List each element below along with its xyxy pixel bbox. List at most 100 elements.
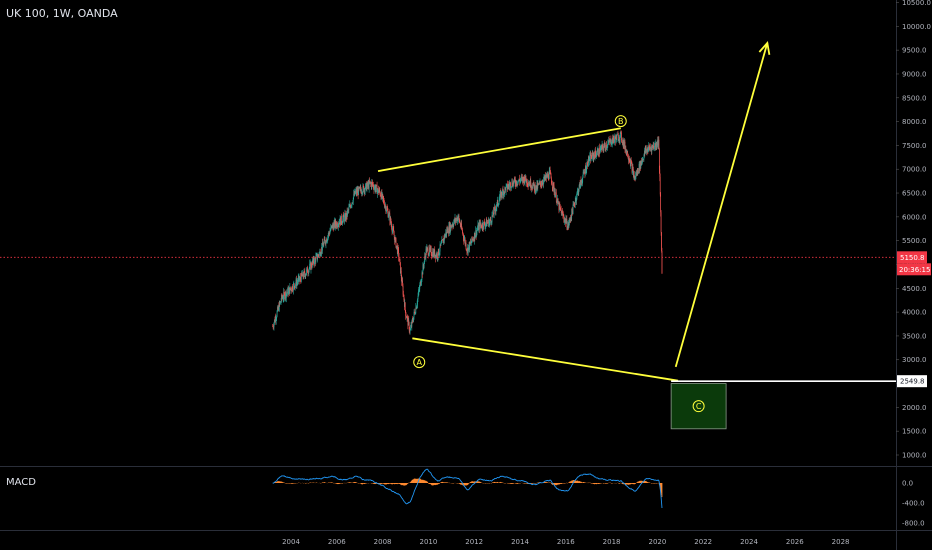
candle-body: [645, 148, 647, 152]
candle-body: [560, 209, 562, 211]
price-tick-label: 7500.0: [902, 142, 927, 150]
candle-body: [354, 190, 356, 194]
candle-body: [460, 225, 462, 228]
macd-histogram-bar: [579, 481, 581, 483]
candle-body: [573, 203, 575, 205]
macd-histogram-bar: [465, 483, 466, 486]
candle-body: [620, 131, 621, 134]
macd-histogram-bar: [277, 481, 278, 483]
candle-body: [624, 141, 625, 147]
macd-histogram-bar: [577, 481, 579, 483]
candle-body: [305, 273, 307, 275]
candle-body: [652, 145, 654, 147]
candle-body: [648, 145, 650, 147]
candle-body: [640, 161, 642, 164]
candle-body: [525, 175, 527, 181]
macd-histogram-bar: [648, 482, 650, 483]
candle-body: [496, 200, 498, 203]
candle-body: [529, 183, 530, 185]
macd-histogram-bar: [444, 482, 446, 483]
candle-body: [389, 213, 391, 222]
macd-histogram-bar: [538, 482, 540, 483]
time-tick-label: 2012: [465, 538, 483, 546]
candle-body: [414, 311, 415, 313]
candle-body: [406, 316, 408, 319]
candle-body: [315, 258, 316, 263]
candle-body: [396, 245, 398, 254]
candle-body: [516, 184, 518, 185]
macd-histogram-bar: [415, 478, 417, 483]
candle-body: [453, 222, 455, 227]
macd-histogram-bar: [492, 482, 494, 483]
macd-histogram-bar: [386, 483, 388, 484]
candle-body: [317, 257, 318, 259]
candle-body: [407, 319, 409, 326]
candle-body: [314, 258, 315, 265]
candle-body: [358, 187, 359, 195]
macd-histogram-bar: [402, 483, 403, 486]
candle-body: [395, 237, 396, 239]
chart-title: UK 100, 1W, OANDA: [6, 7, 118, 20]
candle-body: [489, 219, 491, 221]
candle-body: [308, 269, 310, 274]
price-badges: 5150.8 20:36:15 2549.8: [897, 251, 931, 388]
candle-body: [605, 148, 606, 150]
macd-histogram-bar: [435, 483, 437, 486]
macd-histogram-bar: [349, 482, 351, 483]
candle-body: [386, 208, 388, 211]
candle-body: [318, 255, 320, 256]
macd-histogram-bar: [426, 481, 428, 483]
candle-body: [310, 262, 311, 270]
candle-body: [659, 169, 661, 177]
candle-body: [338, 224, 340, 225]
macd-histogram-bar: [279, 481, 281, 483]
macd-histogram-bar: [433, 483, 434, 486]
candle-body: [575, 198, 577, 202]
macd-histogram-bar: [331, 482, 333, 483]
macd-histogram-bar: [421, 479, 423, 483]
candle-body: [398, 257, 400, 260]
candle-body: [399, 259, 401, 263]
macd-histogram-bar: [499, 481, 501, 483]
candle-body: [272, 326, 274, 328]
macd-histogram-bar: [429, 483, 430, 484]
macd-histogram-bar: [643, 481, 645, 483]
macd-histogram-bar: [459, 483, 461, 485]
candle-body: [428, 255, 429, 256]
candle-body: [528, 183, 529, 186]
candle-body: [378, 188, 379, 193]
candle-body: [424, 256, 426, 257]
candle-body: [521, 177, 522, 178]
macd-histogram-bar: [322, 482, 324, 483]
candle-body: [394, 237, 396, 243]
candle-body: [492, 215, 493, 216]
candle-body: [633, 174, 635, 180]
macd-histogram-bar: [598, 483, 599, 484]
candle-body: [568, 223, 569, 226]
candle-body: [650, 147, 651, 149]
macd-histogram-bar: [373, 483, 374, 484]
candle-body: [452, 224, 453, 227]
price-tick-label: 1500.0: [902, 428, 927, 436]
candle-body: [558, 203, 559, 204]
candle-body: [622, 139, 624, 144]
macd-histogram-bar: [572, 480, 574, 483]
macd-histogram-bar: [423, 480, 425, 483]
candle-body: [592, 152, 593, 159]
candle-body: [552, 187, 554, 188]
candle-body: [441, 239, 443, 241]
macd-histogram-bar: [339, 483, 341, 484]
candle-body: [393, 230, 395, 235]
candle-body: [439, 244, 441, 252]
price-tick-label: 2000.0: [902, 404, 927, 412]
candle-body: [519, 180, 521, 183]
candle-body: [555, 192, 557, 202]
candle-body: [537, 183, 539, 189]
candle-body: [372, 184, 374, 186]
candle-body: [336, 222, 338, 227]
candle-body: [511, 181, 513, 187]
candle-body: [415, 307, 417, 309]
candle-body: [356, 190, 357, 194]
candle-body: [284, 293, 285, 300]
